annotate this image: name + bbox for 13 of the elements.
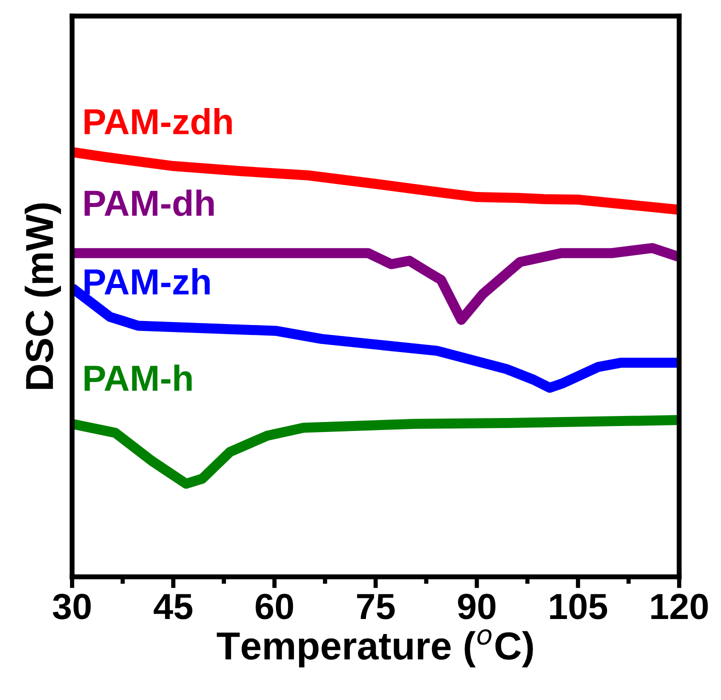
series-label: PAM-dh xyxy=(84,190,214,216)
x-tick-label: 75 xyxy=(357,594,395,620)
series-label: PAM-h xyxy=(84,364,192,391)
x-axis-title: Temperature ($^{o}$C) xyxy=(216,629,533,668)
y-axis-title: DSC (mW) xyxy=(24,203,61,389)
x-tick-label: 90 xyxy=(458,594,496,620)
series-label: PAM-zh xyxy=(84,268,210,294)
x-tick-label: 60 xyxy=(256,594,294,620)
x-tick-label: 30 xyxy=(52,594,91,620)
x-tick-label: 120 xyxy=(651,594,708,620)
x-tick-label: 105 xyxy=(550,594,608,620)
x-tick-label: 45 xyxy=(154,594,192,620)
series-label: PAM-zdh xyxy=(84,108,232,135)
